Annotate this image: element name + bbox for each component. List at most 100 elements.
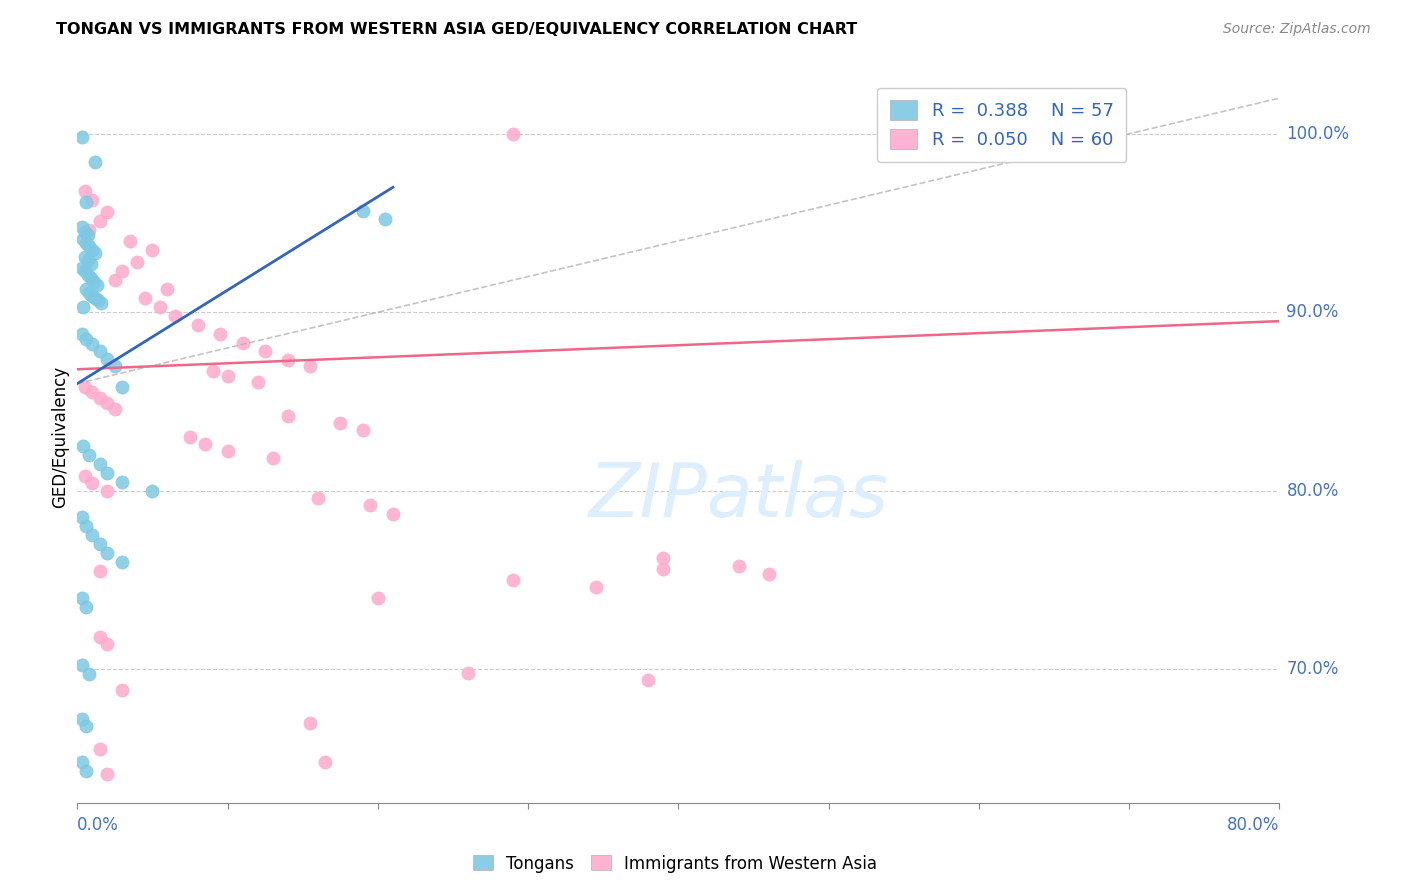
Point <box>104 273 127 287</box>
Point <box>141 243 163 257</box>
Point <box>70 712 93 726</box>
Point <box>84 291 107 305</box>
Point <box>201 364 224 378</box>
Point <box>149 300 172 314</box>
Point <box>70 260 93 275</box>
Point <box>82 243 104 257</box>
Text: 100.0%: 100.0% <box>1286 125 1350 143</box>
Point <box>89 630 111 644</box>
Point <box>73 469 96 483</box>
Point <box>502 127 524 141</box>
Point <box>73 380 96 394</box>
Point <box>96 396 118 410</box>
Point <box>89 457 111 471</box>
Point <box>82 385 104 400</box>
Point <box>70 591 93 605</box>
Point <box>652 562 675 576</box>
Point <box>111 555 134 569</box>
Point <box>82 337 104 351</box>
Point <box>70 326 93 341</box>
Point <box>72 300 94 314</box>
Point <box>82 289 104 303</box>
Point <box>76 253 98 268</box>
Point <box>75 599 97 614</box>
Point <box>86 278 108 293</box>
Point <box>70 658 93 673</box>
Point <box>79 448 101 462</box>
Point <box>118 234 141 248</box>
Point <box>89 344 111 359</box>
Point <box>70 219 93 234</box>
Point <box>79 285 101 300</box>
Point <box>79 223 101 237</box>
Point <box>127 255 149 269</box>
Point <box>104 359 127 373</box>
Point <box>70 510 93 524</box>
Point <box>359 498 381 512</box>
Point <box>111 475 134 489</box>
Point <box>141 483 163 498</box>
Point <box>727 558 749 573</box>
Text: 80.0%: 80.0% <box>1227 816 1279 834</box>
Point <box>87 293 110 307</box>
Point <box>637 673 659 687</box>
Point <box>299 715 322 730</box>
Point <box>75 519 97 533</box>
Text: 0.0%: 0.0% <box>77 816 120 834</box>
Point <box>75 194 97 209</box>
Point <box>82 193 104 207</box>
Point <box>80 257 103 271</box>
Y-axis label: GED/Equivalency: GED/Equivalency <box>51 366 69 508</box>
Point <box>758 567 780 582</box>
Point <box>73 264 96 278</box>
Text: 70.0%: 70.0% <box>1286 660 1339 678</box>
Point <box>277 409 299 423</box>
Point <box>96 767 118 781</box>
Point <box>75 764 97 778</box>
Point <box>381 507 404 521</box>
Point <box>314 755 336 769</box>
Point <box>96 205 118 219</box>
Point <box>96 351 118 366</box>
Point <box>84 155 107 169</box>
Point <box>134 291 156 305</box>
Point <box>84 246 107 260</box>
Point <box>82 476 104 491</box>
Point <box>352 423 374 437</box>
Point <box>374 212 396 227</box>
Point <box>104 401 127 416</box>
Point <box>75 235 97 250</box>
Point <box>217 369 239 384</box>
Point <box>82 528 104 542</box>
Point <box>299 359 322 373</box>
Point <box>96 546 118 560</box>
Point <box>73 225 96 239</box>
Point <box>194 437 217 451</box>
Point <box>111 380 134 394</box>
Point <box>179 430 201 444</box>
Point <box>72 232 94 246</box>
Point <box>76 228 98 243</box>
Text: TONGAN VS IMMIGRANTS FROM WESTERN ASIA GED/EQUIVALENCY CORRELATION CHART: TONGAN VS IMMIGRANTS FROM WESTERN ASIA G… <box>56 22 858 37</box>
Point <box>73 250 96 264</box>
Point <box>352 203 374 218</box>
Point <box>79 239 101 253</box>
Point <box>329 416 352 430</box>
Text: ZIPatlas: ZIPatlas <box>589 459 889 532</box>
Point <box>73 184 96 198</box>
Point <box>70 755 93 769</box>
Point <box>186 318 209 332</box>
Point <box>89 564 111 578</box>
Point <box>156 282 179 296</box>
Point <box>262 451 284 466</box>
Point <box>585 580 607 594</box>
Point <box>277 353 299 368</box>
Point <box>89 214 111 228</box>
Legend: Tongans, Immigrants from Western Asia: Tongans, Immigrants from Western Asia <box>467 848 883 880</box>
Point <box>75 719 97 733</box>
Point <box>75 282 97 296</box>
Point <box>111 264 134 278</box>
Point <box>96 483 118 498</box>
Point <box>217 444 239 458</box>
Point <box>75 332 97 346</box>
